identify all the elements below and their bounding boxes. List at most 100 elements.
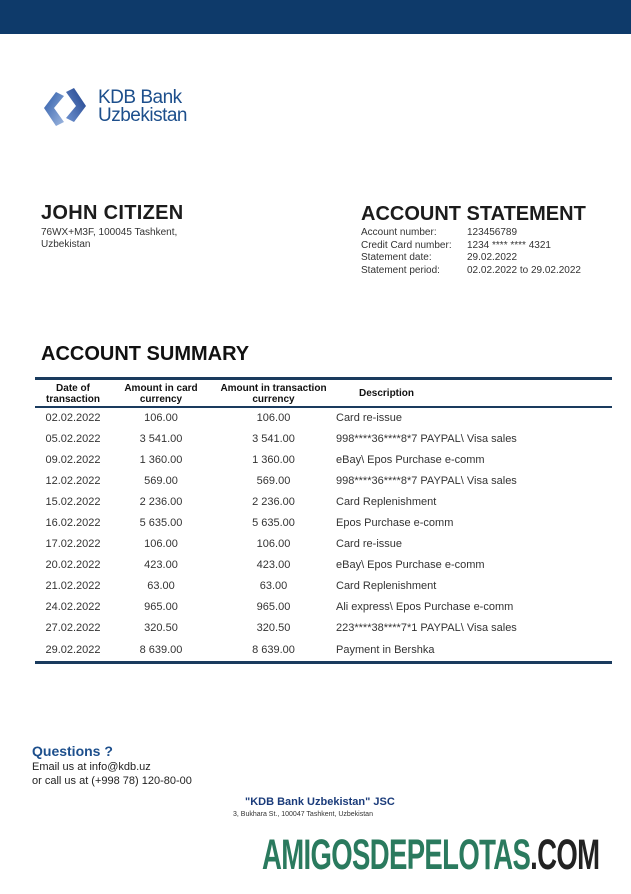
cell-description: Card Replenishment	[336, 580, 437, 593]
logo-mark-icon	[44, 88, 86, 126]
table-row: 02.02.2022 106.00 106.00 Card re-issue	[35, 407, 612, 428]
field-label: Statement period:	[361, 264, 440, 276]
cell-transaction-amount: 63.00	[259, 580, 288, 593]
cell-transaction-amount: 5 635.00	[252, 517, 295, 530]
table-row: 24.02.2022 965.00 965.00 Ali express\ Epos …	[35, 597, 612, 618]
cell-transaction-amount: 569.00	[256, 474, 291, 487]
cell-description: Payment in Bershka	[336, 643, 435, 656]
col-card-amount: Amount in card currency	[124, 382, 198, 405]
table-header-rule	[35, 406, 612, 408]
footer-address: 3, Bukhara St., 100047 Tashkent, Uzbekis…	[233, 811, 373, 818]
address-line1: 76WX+M3F, 100045 Tashkent,	[41, 227, 178, 238]
statement-field: Account number: 123456789	[361, 227, 581, 240]
cell-card-amount: 106.00	[144, 538, 178, 551]
table-top-rule	[35, 377, 612, 380]
cell-card-amount: 1 360.00	[139, 453, 183, 466]
cell-transaction-amount: 106.00	[256, 538, 291, 551]
cell-card-amount: 3 541.00	[139, 432, 183, 445]
cell-card-amount: 569.00	[144, 474, 178, 487]
col-transaction-amount: Amount in transaction currency	[220, 382, 327, 405]
statement-field: Statement date: 29.02.2022	[361, 252, 581, 265]
col-description: Description	[359, 388, 415, 399]
field-label: Credit Card number:	[361, 239, 452, 251]
cell-date: 20.02.2022	[45, 559, 101, 572]
field-label: Account number:	[361, 227, 437, 238]
cell-description: 998****36****8*7 PAYPAL\ Visa sales	[336, 432, 517, 445]
summary-title: ACCOUNT SUMMARY	[41, 343, 250, 365]
contact-email: Email us at info@kdb.uz	[32, 761, 151, 773]
logo-line1: KDB Bank	[98, 87, 182, 108]
cell-card-amount: 8 639.00	[139, 643, 183, 656]
field-value: 1234 **** **** 4321	[467, 239, 551, 251]
transactions-table: Date of transaction Amount in card curre…	[35, 380, 612, 660]
customer-name: JOHN CITIZEN	[41, 202, 184, 224]
cell-description: Card re-issue	[336, 538, 403, 551]
table-bottom-rule	[35, 661, 612, 664]
table-row: 16.02.2022 5 635.00 5 635.00 Epos Purchase …	[35, 512, 612, 533]
statement-field: Credit Card number: 1234 **** **** 4321	[361, 240, 581, 253]
logo-line2: Uzbekistan	[98, 105, 188, 126]
cell-transaction-amount: 3 541.00	[252, 432, 295, 445]
watermark-suffix: .COM	[530, 831, 600, 879]
contact-phone: or call us at (+998 78) 120-80-00	[32, 775, 192, 787]
table-row: 12.02.2022 569.00 569.00 998****36****8*7 P…	[35, 470, 612, 491]
field-value: 02.02.2022 to 29.02.2022	[467, 264, 581, 276]
watermark-main: AMIGOSDEPELOTAS	[262, 831, 531, 879]
cell-card-amount: 5 635.00	[139, 517, 183, 530]
table-row: 20.02.2022 423.00 423.00 eBay\ Epos Purchas…	[35, 555, 612, 576]
cell-description: eBay\ Epos Purchase e-comm	[336, 453, 485, 466]
cell-date: 12.02.2022	[45, 474, 101, 487]
statement-info: Account number: 123456789 Credit Card num…	[361, 227, 581, 277]
customer-address: 76WX+M3F, 100045 Tashkent, Uzbekistan	[41, 227, 177, 251]
header-band	[0, 0, 631, 34]
questions-title: Questions ?	[32, 743, 113, 759]
cell-transaction-amount: 8 639.00	[252, 643, 295, 656]
table-row: 05.02.2022 3 541.00 3 541.00 998****36****8…	[35, 428, 612, 449]
bank-logo: KDB Bank Uzbekistan	[42, 86, 188, 128]
table-row: 27.02.2022 320.50 320.50 223****38****7*1 P…	[35, 618, 612, 639]
table-row: 17.02.2022 106.00 106.00 Card re-issue	[35, 534, 612, 555]
cell-card-amount: 106.00	[144, 411, 178, 424]
field-label: Statement date:	[361, 252, 432, 263]
cell-transaction-amount: 2 236.00	[252, 495, 295, 508]
cell-description: 998****36****8*7 PAYPAL\ Visa sales	[336, 474, 517, 487]
cell-description: 223****38****7*1 PAYPAL\ Visa sales	[336, 622, 517, 635]
cell-card-amount: 63.00	[147, 580, 175, 593]
cell-date: 05.02.2022	[45, 432, 101, 445]
cell-transaction-amount: 965.00	[256, 601, 291, 614]
statement-field: Statement period: 02.02.2022 to 29.02.202…	[361, 265, 581, 278]
table-row: 29.02.2022 8 639.00 8 639.00 Payment in Ber…	[35, 639, 612, 660]
table-row: 15.02.2022 2 236.00 2 236.00 Card Replenish…	[35, 491, 612, 512]
table-header: Date of transaction Amount in card curre…	[35, 380, 612, 407]
cell-date: 15.02.2022	[45, 495, 101, 508]
cell-transaction-amount: 423.00	[256, 559, 291, 572]
cell-date: 17.02.2022	[45, 538, 101, 551]
col-date: Date of transaction	[46, 382, 100, 405]
cell-description: Card re-issue	[336, 411, 403, 424]
watermark: AMIGOSDEPELOTAS.COM	[262, 830, 600, 880]
cell-date: 09.02.2022	[45, 453, 101, 466]
statement-title: ACCOUNT STATEMENT	[361, 203, 586, 225]
cell-date: 27.02.2022	[45, 622, 101, 635]
footer-company: "KDB Bank Uzbekistan" JSC	[245, 796, 395, 808]
cell-date: 16.02.2022	[45, 517, 101, 530]
field-value: 123456789	[467, 227, 518, 238]
cell-card-amount: 423.00	[144, 559, 178, 572]
cell-description: Ali express\ Epos Purchase e-comm	[336, 601, 514, 614]
cell-description: eBay\ Epos Purchase e-comm	[336, 559, 485, 572]
cell-description: Epos Purchase e-comm	[336, 517, 454, 530]
cell-card-amount: 2 236.00	[139, 495, 183, 508]
cell-description: Card Replenishment	[336, 495, 437, 508]
cell-transaction-amount: 1 360.00	[252, 453, 295, 466]
table-row: 21.02.2022 63.00 63.00 Card Replenishment	[35, 576, 612, 597]
cell-date: 21.02.2022	[45, 580, 101, 593]
table-row: 09.02.2022 1 360.00 1 360.00 eBay\ Epos Pur…	[35, 449, 612, 470]
cell-card-amount: 965.00	[144, 601, 178, 614]
field-value: 29.02.2022	[467, 252, 518, 263]
cell-transaction-amount: 320.50	[256, 622, 291, 635]
cell-date: 29.02.2022	[45, 643, 101, 656]
cell-card-amount: 320.50	[144, 622, 178, 635]
cell-transaction-amount: 106.00	[256, 411, 291, 424]
cell-date: 02.02.2022	[45, 411, 101, 424]
